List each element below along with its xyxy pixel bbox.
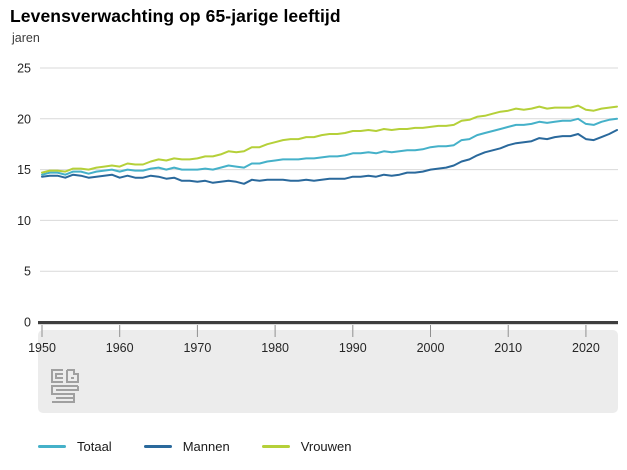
legend-label-mannen: Mannen	[182, 439, 230, 454]
x-tick-label-2010: 2010	[494, 341, 522, 355]
y-tick-label-15: 15	[17, 163, 31, 177]
chart-title: Levensverwachting op 65-jarige leeftijd	[10, 6, 341, 26]
legend-item-mannen[interactable]: Mannen	[143, 439, 230, 454]
y-tick-label-20: 20	[17, 112, 31, 126]
legend-line-totaal-icon	[38, 445, 66, 448]
x-axis-band	[38, 330, 618, 413]
legend-line-vrouwen-icon	[261, 445, 290, 448]
x-tick-label-1980: 1980	[261, 341, 289, 355]
series-line-totaal	[41, 117, 618, 176]
series-line-mannen	[41, 129, 618, 185]
y-axis-unit-label: jaren	[12, 31, 40, 45]
x-tick-label-1950: 1950	[28, 341, 56, 355]
x-tick-label-1960: 1960	[106, 341, 134, 355]
legend-item-totaal[interactable]: Totaal	[38, 439, 112, 454]
legend: Totaal Mannen Vrouwen	[38, 439, 384, 454]
y-tick-label-25: 25	[17, 62, 31, 76]
x-tick-label-1970: 1970	[183, 341, 211, 355]
legend-line-mannen-icon	[143, 445, 172, 448]
line-chart: 0 5 10 15 20 25 1950 1960 1970 1980 1990 2000 2010 20…	[17, 62, 618, 355]
series-line-vrouwen	[41, 104, 618, 174]
legend-label-totaal: Totaal	[77, 439, 112, 454]
cbs-logo	[51, 369, 79, 403]
y-tick-label-10: 10	[17, 214, 31, 228]
y-tick-label-0: 0	[24, 316, 31, 330]
x-axis-line	[38, 321, 618, 325]
x-tick-label-2020: 2020	[572, 341, 600, 355]
y-tick-label-5: 5	[24, 265, 31, 279]
legend-item-vrouwen[interactable]: Vrouwen	[261, 439, 352, 454]
legend-label-vrouwen: Vrouwen	[300, 439, 352, 454]
x-tick-label-2000: 2000	[417, 341, 445, 355]
x-tick-label-1990: 1990	[339, 341, 367, 355]
